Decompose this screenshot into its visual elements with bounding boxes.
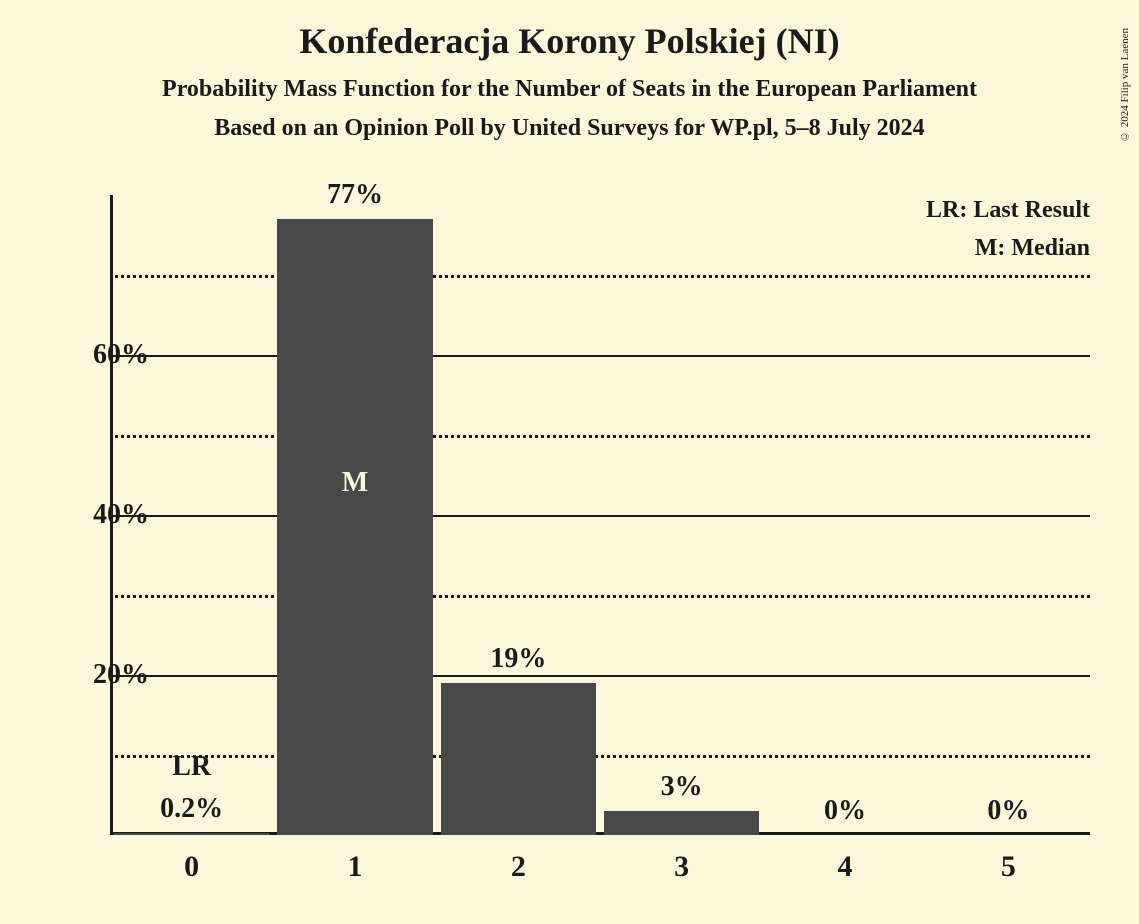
x-tick-label: 0 <box>184 850 199 884</box>
bar <box>604 811 759 835</box>
bar-annotation: M <box>342 467 368 499</box>
grid-major <box>110 355 1090 357</box>
chart-subtitle-1: Probability Mass Function for the Number… <box>0 76 1139 103</box>
bar-annotation: LR <box>172 751 211 783</box>
x-tick-label: 4 <box>838 850 853 884</box>
grid-minor <box>110 435 1090 438</box>
x-tick-label: 2 <box>511 850 526 884</box>
bar <box>277 219 432 835</box>
y-tick-label: 60% <box>93 339 149 371</box>
bar <box>441 683 596 835</box>
bar <box>114 833 269 835</box>
y-tick-label: 20% <box>93 659 149 691</box>
chart-area: 0.2%77%19%3%0%0%LRM LR: Last Result M: M… <box>110 195 1090 835</box>
grid-minor <box>110 755 1090 758</box>
copyright-text: © 2024 Filip van Laenen <box>1119 28 1131 142</box>
bar-value-label: 3% <box>661 771 703 803</box>
bar-value-label: 0.2% <box>160 793 223 825</box>
grid-major <box>110 515 1090 517</box>
chart-subtitle-2: Based on an Opinion Poll by United Surve… <box>0 115 1139 142</box>
x-tick-label: 5 <box>1001 850 1016 884</box>
x-tick-label: 3 <box>674 850 689 884</box>
bar-value-label: 19% <box>490 643 546 675</box>
bar-value-label: 77% <box>327 179 383 211</box>
x-tick-label: 1 <box>348 850 363 884</box>
grid-minor <box>110 275 1090 278</box>
legend-lr: LR: Last Result <box>926 197 1090 224</box>
y-tick-label: 40% <box>93 499 149 531</box>
chart-title: Konfederacja Korony Polskiej (NI) <box>0 0 1139 62</box>
bar-value-label: 0% <box>824 795 866 827</box>
bar-value-label: 0% <box>987 795 1029 827</box>
grid-major <box>110 675 1090 677</box>
legend-m: M: Median <box>975 235 1090 262</box>
grid-minor <box>110 595 1090 598</box>
